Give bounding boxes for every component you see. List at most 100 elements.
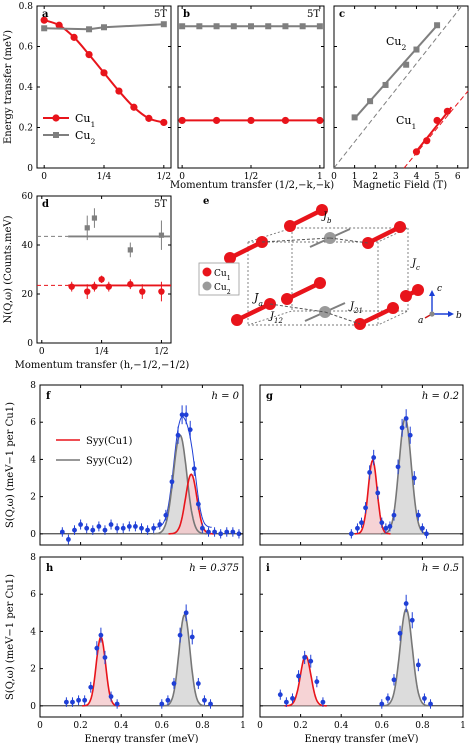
panel-a-field: 5T — [154, 9, 167, 20]
panel-a-cu2-point — [160, 21, 167, 28]
legend-cu1-label: Cu1 — [75, 112, 95, 129]
panel-f-data-point — [169, 479, 175, 485]
panel-i-data-point — [302, 655, 308, 660]
panel-h-y-tick-label: 2 — [30, 665, 36, 675]
panel-d-ylabel: N(Q,ω) (Counts.meV) — [3, 215, 14, 323]
panel-i-title: h = 0.5 — [422, 563, 459, 574]
panel-h-data-point — [171, 681, 177, 686]
panel-d-cu1-point — [139, 288, 146, 295]
panel-h-data-point — [94, 645, 100, 651]
panel-c-x-tick-label: 6 — [455, 172, 461, 182]
panel-d-x-tick-label: 1/4 — [94, 347, 109, 357]
panel-i-x-tick-label: 1 — [460, 721, 466, 731]
panel-i-data-point — [308, 658, 314, 664]
axis-c-label: c — [437, 284, 442, 294]
panel-c-cu2-point — [382, 81, 389, 88]
panel-h-title: h = 0.375 — [189, 563, 239, 574]
panel-e-label-j21: J21 — [348, 301, 363, 315]
exchange-jb — [329, 237, 369, 244]
panel-i-data-point — [403, 601, 409, 606]
panel-f-data-point — [145, 527, 150, 533]
panel-a-cu1-point — [55, 21, 63, 29]
panel-b-cu2-point — [299, 23, 306, 30]
panel-b-cu2-point — [179, 23, 186, 30]
panel-a-y-tick-label: 0.6 — [19, 43, 34, 53]
panel-h-xlabel: Energy transfer (meV) — [84, 734, 198, 743]
panel-a-cu2-point — [86, 26, 93, 33]
panel-d-y-tick-label: 40 — [22, 241, 34, 251]
panel-f-y-tick-label: 0 — [30, 530, 36, 540]
panel-h-data-point — [102, 655, 108, 660]
panel-g-data-point — [387, 523, 393, 529]
panel-a-cu1-point — [160, 118, 168, 127]
panel-h-data-point — [70, 699, 75, 705]
panel-f-y-tick-label: 6 — [30, 418, 36, 428]
panel-e-legend-cu1-marker — [202, 267, 212, 277]
panel-f-data-point — [151, 525, 157, 531]
panel-f-cu1-fill — [168, 474, 214, 534]
panel-f-data-point — [120, 525, 126, 531]
panel-e-legend-cu2-label: Cu2 — [214, 283, 231, 296]
panel-f-data-point — [133, 523, 138, 529]
panel-c-x-tick-label: 1 — [352, 172, 358, 182]
panel-h-x-tick-label: 0.2 — [73, 721, 87, 731]
panel-g-data-point — [371, 455, 377, 460]
exchange-j12 — [269, 303, 326, 313]
panel-h-data-point — [183, 610, 189, 616]
cu1-bond-atom — [284, 220, 296, 232]
panel-b-cu2-point — [196, 23, 203, 30]
panel-b-cu1-point — [316, 116, 324, 125]
cu1-bond-atom — [387, 302, 399, 314]
panel-e-label-j12: J12 — [268, 311, 283, 325]
panel-e-label-ja: Ja — [252, 291, 263, 308]
panel-d-y-tick-label: 0 — [27, 339, 33, 349]
panel-h-data-point — [76, 697, 81, 703]
panel-f-ylabel: S(Q,ω) (meV−1 per Cu1) — [5, 402, 16, 528]
panel-h-x-tick-label: 0 — [37, 721, 43, 731]
cu1-bond — [234, 301, 273, 323]
panel-a-cu1-point — [85, 51, 93, 59]
panel-h-ylabel: S(Q,ω) (meV−1 per Cu1) — [5, 574, 16, 700]
panel-f-data-point — [200, 525, 205, 531]
panel-i-x-tick-label: 0.2 — [293, 721, 307, 731]
panel-a-x-tick-label: 1/4 — [97, 172, 112, 182]
panel-a-cu2-point — [41, 25, 48, 32]
panel-c-frame — [333, 5, 469, 169]
panel-i-data-point — [314, 679, 320, 685]
panel-f-data-point — [72, 527, 77, 533]
spectra-legend-cu1-label: Syy(Cu1) — [86, 436, 133, 447]
panel-d-xlabel: Momentum transfer (h,−1/2,−1/2) — [15, 360, 190, 371]
panel-c-cu1-dashed — [403, 90, 469, 169]
panel-b-x-tick-label: 1/2 — [244, 172, 258, 182]
panel-b-frame — [177, 5, 325, 169]
panel-f-data-point — [195, 501, 201, 507]
panel-h-y-tick-label: 4 — [30, 627, 36, 637]
panel-a-cu1-point — [70, 33, 78, 41]
panel-i-data-point — [320, 699, 326, 705]
panel-c-cu1-point — [412, 148, 421, 156]
panel-g-data-point — [420, 525, 425, 531]
panel-f-y-tick-label: 2 — [30, 493, 36, 503]
panel-b-cu2-point — [265, 23, 272, 30]
panel-h-data-point — [165, 697, 171, 703]
panel-c-xlabel: Magnetic Field (T) — [353, 180, 447, 191]
panel-g-data-point — [363, 505, 368, 511]
panel-c-letter: c — [339, 9, 345, 20]
panel-h-frame — [39, 556, 244, 718]
panel-f-data-point — [139, 525, 144, 531]
panel-d-cu1-point — [158, 288, 165, 295]
panel-d-cu2-point — [84, 225, 90, 231]
panel-d-letter: d — [42, 199, 49, 210]
cu1-bond-atom — [362, 237, 374, 249]
panel-g-data-point — [415, 512, 421, 518]
panel-f-data-point — [224, 529, 230, 535]
exchange-jb — [261, 237, 331, 243]
panel-f-data-point — [163, 512, 169, 518]
panel-e-label-jc: Jc — [410, 258, 420, 272]
panel-a-x-tick-label: 1/2 — [157, 172, 171, 182]
panel-d-frame — [36, 195, 172, 344]
panel-i-data-point — [428, 701, 433, 707]
cu1-bond-atom — [281, 293, 293, 305]
panel-h-cu2-curve — [162, 613, 207, 707]
